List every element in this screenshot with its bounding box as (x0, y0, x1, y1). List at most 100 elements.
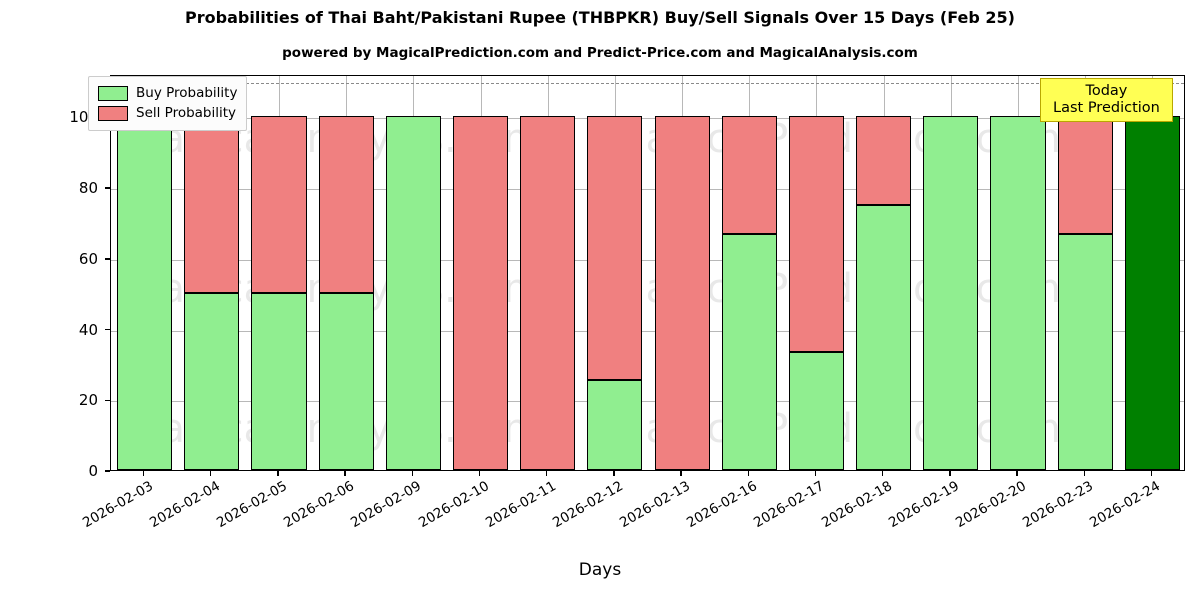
y-tick-mark (105, 258, 110, 260)
bar-segment-today[interactable] (1124, 116, 1180, 470)
gridline-horizontal (111, 189, 1184, 191)
bar-group[interactable] (856, 76, 912, 470)
bar-group[interactable] (721, 76, 777, 470)
today-annotation: Today Last Prediction (1040, 78, 1173, 123)
threshold-dashed-line (111, 83, 1184, 85)
x-tick-mark (613, 471, 615, 476)
bar-segment-buy[interactable] (251, 293, 307, 470)
bar-group[interactable] (117, 76, 173, 470)
x-tick-wrapper: 2026-02-24 (1087, 478, 1163, 531)
bar-group[interactable] (654, 76, 710, 470)
y-tick-label: 20 (78, 391, 98, 410)
x-tick-wrapper: 2026-02-19 (886, 478, 962, 531)
x-tick-mark (478, 471, 481, 476)
bar-segment-buy[interactable] (856, 204, 912, 470)
x-tick-wrapper: 2026-02-06 (281, 478, 357, 531)
y-tick-mark (105, 399, 110, 401)
bar-segment-buy[interactable] (1057, 234, 1113, 470)
x-tick-mark (277, 471, 279, 476)
bar-segment-buy[interactable] (587, 379, 643, 470)
bar-segment-buy[interactable] (117, 116, 173, 470)
legend-item-buy[interactable]: Buy Probability (98, 83, 237, 103)
bar-group[interactable] (923, 76, 979, 470)
bar-segment-sell[interactable] (318, 116, 374, 294)
x-tick-label: 2026-02-23 (1020, 478, 1097, 532)
today-annotation-line1: Today (1085, 83, 1128, 99)
bar-group[interactable] (788, 76, 845, 470)
bar-segment-sell[interactable] (587, 116, 643, 380)
gridline-horizontal (111, 401, 1184, 403)
x-tick-mark (142, 471, 145, 476)
bar-group[interactable] (1124, 76, 1180, 470)
y-tick-mark (105, 470, 110, 472)
x-tick-wrapper: 2026-02-04 (147, 478, 223, 531)
x-tick-wrapper: 2026-02-12 (550, 478, 626, 531)
legend-label-sell: Sell Probability (136, 105, 237, 121)
x-tick-label: 2026-02-17 (751, 478, 828, 532)
x-tick-mark (546, 471, 548, 476)
x-tick-label: 2026-02-05 (214, 478, 290, 532)
x-tick-mark (344, 471, 346, 476)
bar-segment-sell[interactable] (1057, 116, 1113, 235)
x-tick-label: 2026-02-11 (482, 478, 559, 532)
x-tick-mark (680, 471, 682, 476)
legend-label-buy: Buy Probability (136, 85, 238, 101)
x-tick-wrapper: 2026-02-20 (953, 478, 1029, 531)
bar-group[interactable] (990, 76, 1046, 470)
y-tick-label: 40 (78, 320, 98, 339)
x-tick-wrapper: 2026-02-05 (214, 478, 290, 531)
y-tick-mark (105, 328, 110, 331)
x-tick-label: 2026-02-24 (1087, 478, 1164, 532)
bar-segment-sell[interactable] (520, 116, 576, 470)
legend: Buy Probability Sell Probability (88, 76, 248, 131)
bar-segment-sell[interactable] (251, 116, 307, 294)
x-tick-label: 2026-02-18 (818, 478, 895, 532)
bar-group[interactable] (318, 76, 374, 470)
x-tick-wrapper: 2026-02-11 (483, 478, 559, 531)
bar-segment-buy[interactable] (788, 352, 845, 470)
bar-group[interactable] (1057, 76, 1113, 470)
x-tick-label: 2026-02-13 (617, 478, 694, 532)
bar-group[interactable] (587, 76, 643, 470)
x-tick-mark (210, 471, 212, 476)
bar-group[interactable] (520, 76, 576, 470)
bar-segment-sell[interactable] (184, 116, 240, 294)
bar-group[interactable] (184, 76, 240, 470)
bar-segment-sell[interactable] (788, 116, 845, 353)
bar-segment-sell[interactable] (856, 116, 912, 205)
x-tick-mark (411, 471, 414, 476)
today-annotation-line2: Last Prediction (1053, 99, 1160, 116)
bar-segment-buy[interactable] (990, 116, 1046, 470)
bar-segment-buy[interactable] (184, 293, 240, 470)
plot-area: MagicalAnalysis.comMagicalPrediction.com… (110, 75, 1185, 471)
x-tick-wrapper: 2026-02-09 (348, 478, 424, 531)
x-tick-label: 2026-02-03 (79, 478, 156, 532)
y-tick-label: 80 (78, 179, 98, 198)
bar-segment-buy[interactable] (721, 234, 777, 470)
y-tick-label: 60 (78, 249, 98, 268)
bar-group[interactable] (251, 76, 307, 470)
x-tick-label: 2026-02-09 (348, 478, 425, 532)
x-tick-wrapper: 2026-02-13 (617, 478, 693, 531)
x-tick-mark (1150, 471, 1153, 476)
bar-segment-sell[interactable] (452, 116, 509, 470)
x-tick-label: 2026-02-04 (146, 478, 223, 532)
bar-segment-buy[interactable] (318, 293, 374, 470)
bar-group[interactable] (385, 76, 441, 470)
x-axis-label: Days (578, 560, 622, 580)
legend-item-sell[interactable]: Sell Probability (98, 103, 237, 123)
bar-segment-buy[interactable] (923, 116, 979, 470)
x-tick-mark (1016, 471, 1018, 476)
gridline-horizontal (111, 330, 1184, 332)
gridline-horizontal (111, 259, 1184, 261)
x-tick-label: 2026-02-10 (415, 478, 492, 532)
bar-segment-sell[interactable] (654, 116, 710, 470)
bar-group[interactable] (452, 76, 509, 470)
x-tick-mark (881, 471, 884, 476)
bar-segment-sell[interactable] (721, 116, 777, 235)
x-tick-wrapper: 2026-02-10 (416, 478, 492, 531)
chart-subtitle: powered by MagicalPrediction.com and Pre… (282, 45, 918, 61)
x-tick-wrapper: 2026-02-16 (684, 478, 760, 531)
bar-segment-buy[interactable] (385, 116, 441, 470)
